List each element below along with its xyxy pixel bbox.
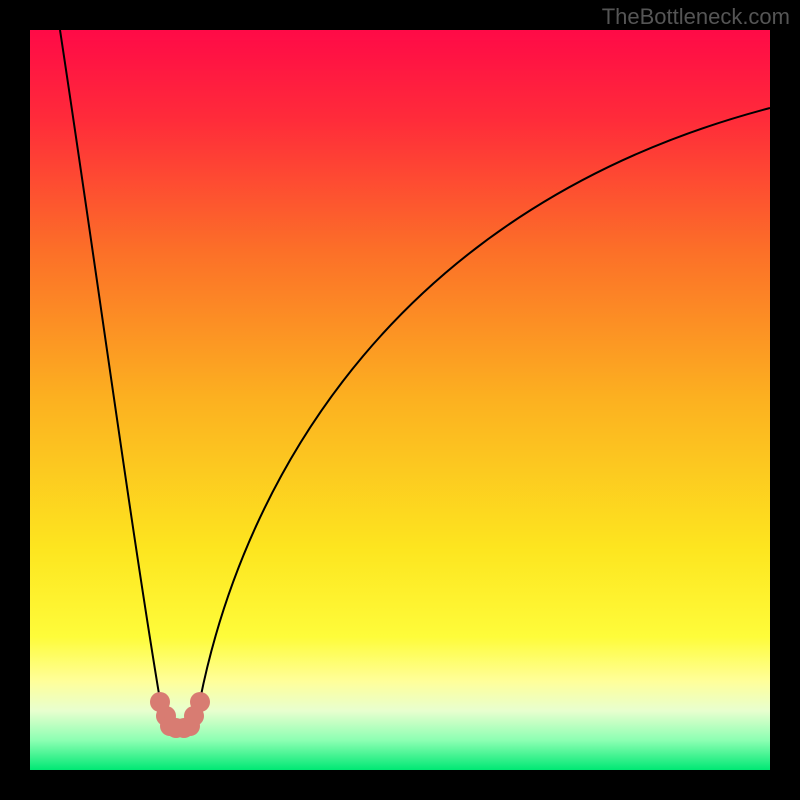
- chart-container: TheBottleneck.com: [0, 0, 800, 800]
- bottleneck-chart: [0, 0, 800, 800]
- watermark-text: TheBottleneck.com: [602, 4, 790, 30]
- plot-background: [30, 30, 770, 770]
